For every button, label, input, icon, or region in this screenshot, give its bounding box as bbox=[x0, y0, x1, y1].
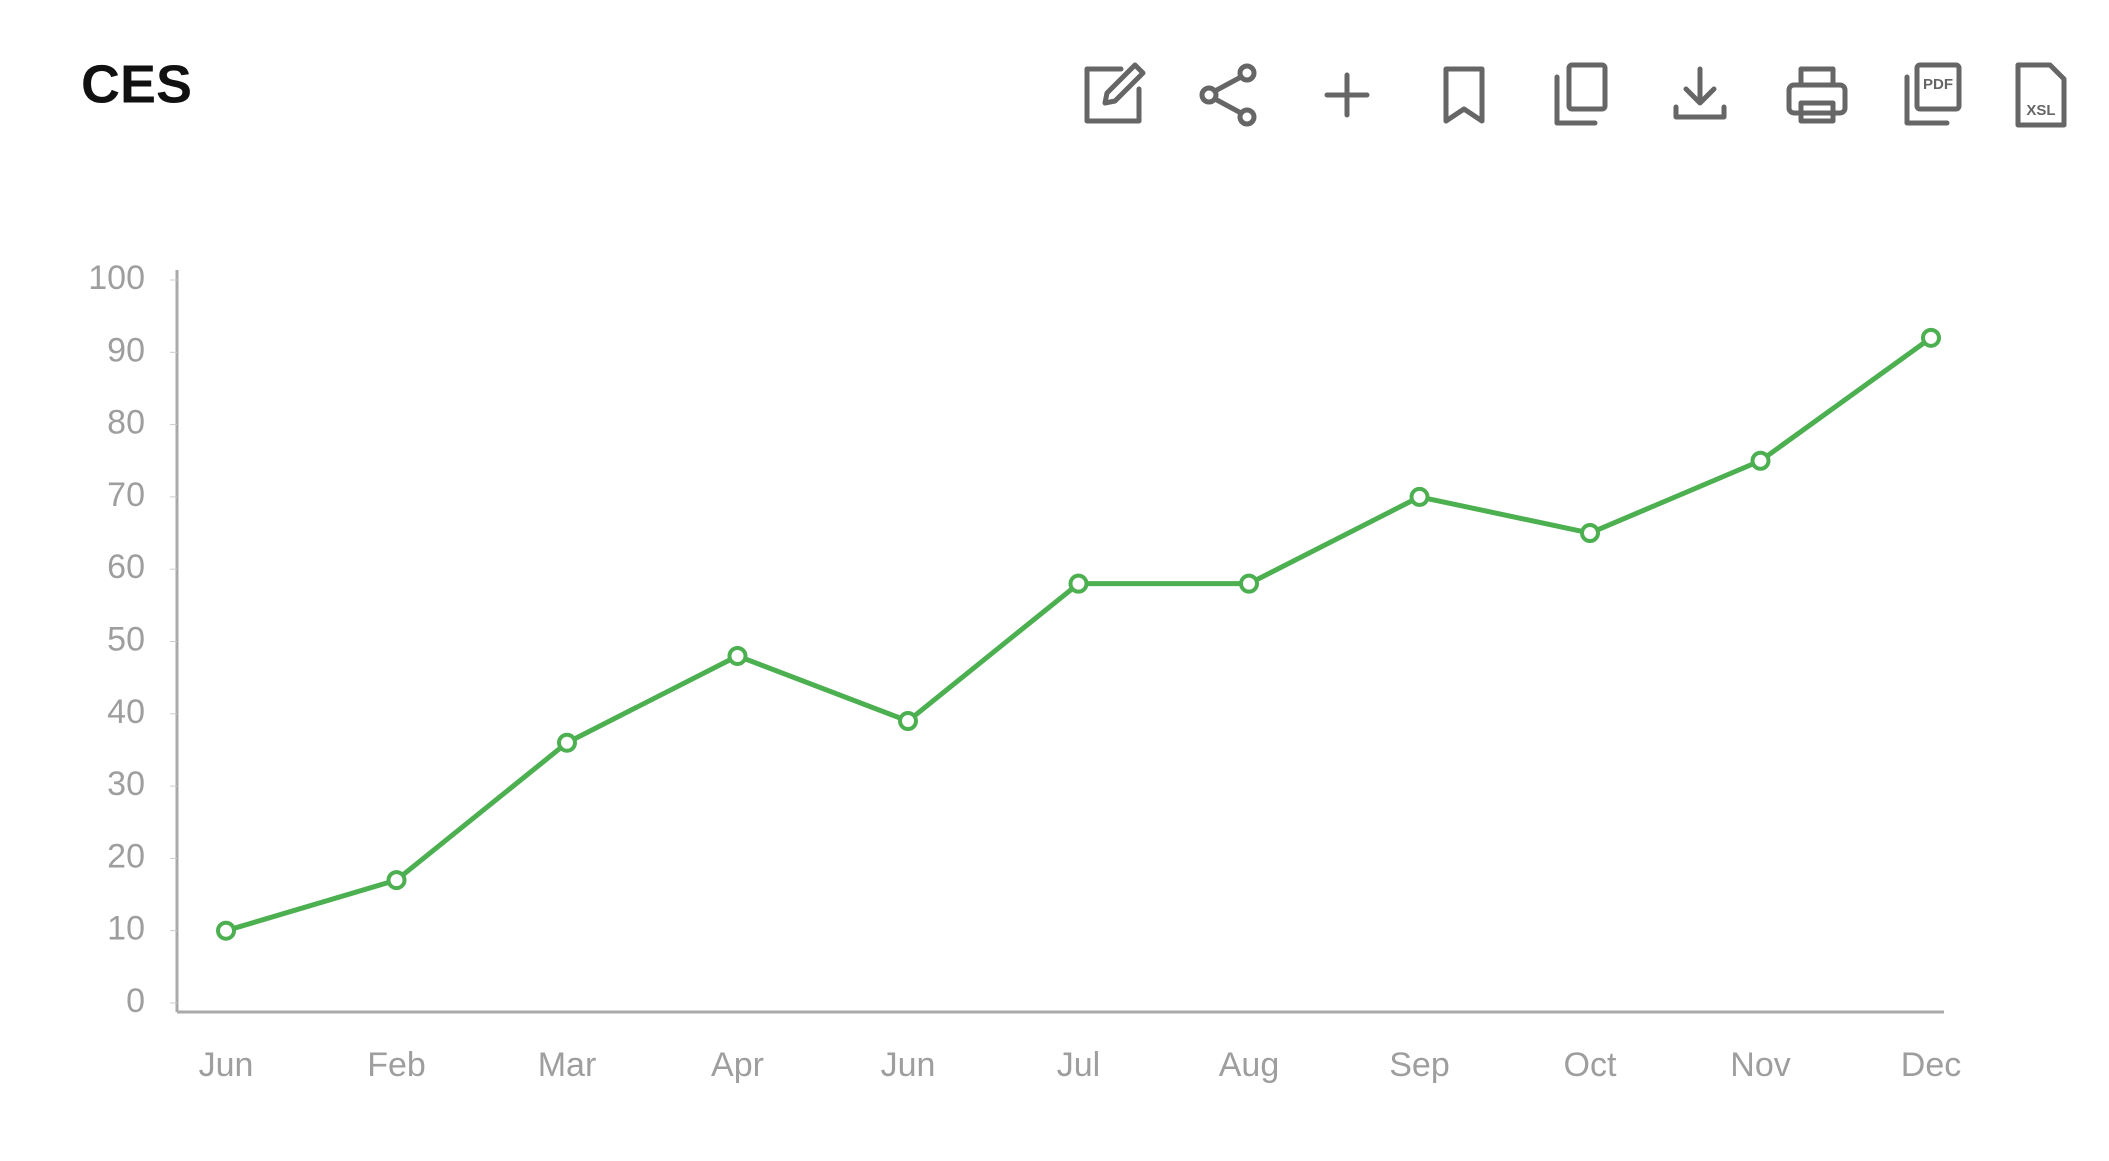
x-tick-label: Jun bbox=[199, 1046, 254, 1084]
x-tick-label: Oct bbox=[1564, 1046, 1617, 1084]
y-tick-label: 90 bbox=[107, 331, 145, 369]
y-tick-label: 0 bbox=[126, 982, 145, 1020]
share-button[interactable] bbox=[1199, 63, 1257, 127]
y-tick-label: 70 bbox=[107, 476, 145, 514]
xsl-button[interactable]: XSL bbox=[2015, 62, 2067, 128]
chart-title: CES bbox=[81, 54, 192, 114]
line bbox=[225, 335, 1933, 934]
point bbox=[557, 732, 577, 753]
x-tick-label: Aug bbox=[1219, 1046, 1280, 1084]
y-tick-label: 10 bbox=[107, 910, 145, 948]
point bbox=[1239, 573, 1259, 594]
point bbox=[1921, 327, 1941, 348]
y-tick-label: 100 bbox=[88, 259, 145, 297]
bookmark-button[interactable] bbox=[1443, 66, 1485, 124]
y-tick-label: 80 bbox=[107, 404, 145, 442]
svg-text:PDF: PDF bbox=[1923, 76, 1953, 93]
y-tick-label: 60 bbox=[107, 548, 145, 586]
x-tick-label: Feb bbox=[367, 1046, 426, 1084]
point bbox=[1409, 486, 1430, 507]
x-tick-label: Mar bbox=[538, 1046, 597, 1084]
x-tick-label: Dec bbox=[1901, 1046, 1961, 1084]
x-tick-label: Apr bbox=[711, 1046, 764, 1084]
y-tick-label: 30 bbox=[107, 765, 145, 803]
point bbox=[216, 920, 236, 941]
add-button[interactable] bbox=[1324, 72, 1370, 118]
point bbox=[1750, 450, 1771, 471]
y-tick-label: 20 bbox=[107, 837, 145, 875]
point bbox=[386, 870, 407, 891]
point bbox=[1580, 523, 1600, 544]
point bbox=[727, 645, 748, 666]
pdf-button[interactable]: PDF bbox=[1904, 62, 1962, 126]
x-tick-label: Sep bbox=[1389, 1046, 1450, 1084]
point bbox=[898, 711, 918, 732]
x-tick-label: Jun bbox=[881, 1046, 936, 1084]
print-button[interactable] bbox=[1786, 66, 1848, 124]
edit-button[interactable] bbox=[1084, 62, 1146, 124]
x-tick-label: Nov bbox=[1730, 1046, 1790, 1084]
download-button[interactable] bbox=[1673, 66, 1727, 120]
y-tick-label: 40 bbox=[107, 693, 145, 731]
copy-button[interactable] bbox=[1554, 62, 1608, 126]
point bbox=[1068, 573, 1089, 594]
svg-text:XSL: XSL bbox=[2026, 102, 2055, 119]
x-tick-label: Jul bbox=[1057, 1046, 1100, 1084]
y-tick-label: 50 bbox=[107, 620, 145, 658]
